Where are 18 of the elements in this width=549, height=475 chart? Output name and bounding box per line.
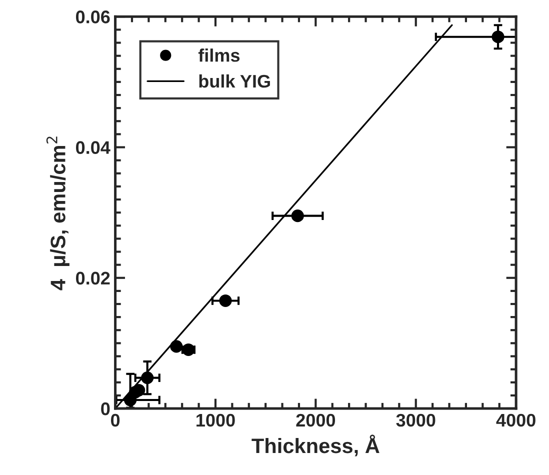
- x-tick-label: 0: [110, 414, 120, 427]
- point: [492, 30, 504, 44]
- y-axis-title: 4 μ/S, emu/cm$^{2}$: [46, 136, 70, 290]
- x-tick-label: 2000: [296, 414, 336, 427]
- point: [132, 384, 146, 396]
- y-tick-label: 0: [101, 402, 110, 416]
- y-tick-label: 0.04: [76, 141, 110, 154]
- x-tick-label: 4000: [496, 414, 536, 427]
- y-tick-label: 0.02: [76, 272, 110, 285]
- point: [219, 294, 232, 308]
- legend-label: bulk YIG: [199, 74, 270, 88]
- x-tick-label: 1000: [196, 414, 235, 427]
- y-tick-label: 0.06: [76, 10, 110, 24]
- point: [141, 372, 154, 384]
- x-tick-label: 3000: [396, 414, 436, 427]
- x-axis-title: Thickness, Å: [252, 434, 380, 456]
- legend-label: films: [198, 48, 240, 62]
- point: [291, 210, 304, 222]
